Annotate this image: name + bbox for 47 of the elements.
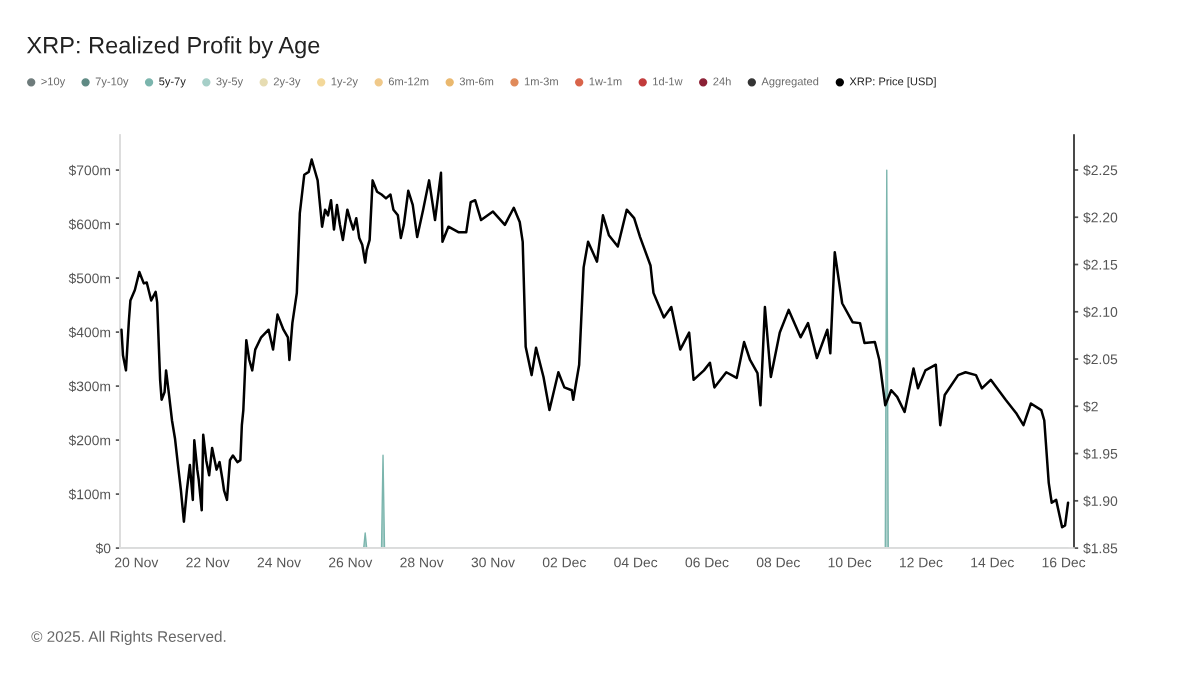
legend-label: 6m-12m <box>388 77 429 86</box>
x-tick-label: 30 Nov <box>471 557 515 568</box>
legend-label: 3m-6m <box>459 77 494 86</box>
y2-tick-label: $1.85 <box>1083 542 1118 555</box>
x-tick-label: 24 Nov <box>257 557 301 568</box>
x-tick-label: 28 Nov <box>400 557 444 568</box>
legend-label: 5y-7y <box>159 77 186 88</box>
y2-tick-label: $1.95 <box>1083 448 1118 460</box>
x-tick-label: 14 Dec <box>971 557 1014 568</box>
legend-label: 1y-2y <box>331 77 358 88</box>
legend-label: >10y <box>41 77 66 88</box>
y2-tick-label: $2.20 <box>1083 211 1118 224</box>
x-tick-label: 02 Dec <box>542 557 586 568</box>
y-tick-label: $400m <box>68 326 111 339</box>
y2-tick-label: $2.25 <box>1083 164 1118 176</box>
x-tick-label: 04 Dec <box>614 557 658 568</box>
x-tick-label: 08 Dec <box>756 557 800 568</box>
legend-label: 1d-1w <box>653 77 683 86</box>
y-tick-label: $200m <box>68 434 111 447</box>
y2-tick-label: $2.15 <box>1083 259 1118 271</box>
legend-label: 1m-3m <box>524 77 558 86</box>
y2-tick-label: $2.10 <box>1083 306 1118 318</box>
y2-tick-label: $1.90 <box>1083 495 1118 507</box>
legend-label: 24h <box>713 77 731 86</box>
y2-tick-label: $2 <box>1083 401 1098 413</box>
chart-title: XRP: Realized Profit by Age <box>26 36 320 59</box>
x-tick-label: 22 Nov <box>186 557 230 568</box>
x-tick-label: 26 Nov <box>329 557 373 568</box>
x-tick-label: 12 Dec <box>900 557 943 568</box>
legend-label: 1w-1m <box>589 77 622 86</box>
y-tick-label: $500m <box>68 272 111 285</box>
x-tick-label: 10 Dec <box>828 557 872 568</box>
legend-label: 2y-3y <box>273 77 301 88</box>
y2-tick-label: $2.05 <box>1083 353 1118 366</box>
y-tick-label: $0 <box>95 542 111 555</box>
x-tick-label: 20 Nov <box>115 557 159 568</box>
legend-label: XRP: Price [USD] <box>849 77 936 88</box>
x-tick-label: 06 Dec <box>685 557 729 568</box>
y-tick-label: $100m <box>68 488 111 501</box>
legend-label: 7y-10y <box>95 77 129 88</box>
y-tick-label: $600m <box>68 218 111 231</box>
y-tick-label: $700m <box>68 164 111 177</box>
x-tick-label: 16 Dec <box>1042 557 1086 568</box>
legend-label: 3y-5y <box>216 77 244 88</box>
legend-label: Aggregated <box>761 77 819 88</box>
text: © 2025. All Rights Reserved. <box>31 630 226 645</box>
y-tick-label: $300m <box>68 380 111 393</box>
